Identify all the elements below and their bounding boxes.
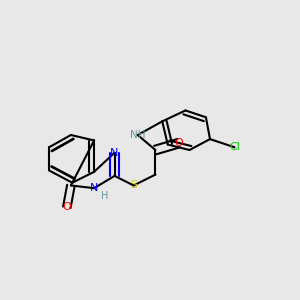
Text: N: N: [110, 148, 119, 158]
Text: Cl: Cl: [229, 142, 240, 152]
Text: O: O: [174, 138, 183, 148]
Text: H: H: [101, 191, 109, 201]
Text: O: O: [62, 202, 71, 212]
Text: N: N: [90, 183, 98, 193]
Text: NH: NH: [130, 130, 146, 140]
Text: S: S: [130, 181, 137, 190]
